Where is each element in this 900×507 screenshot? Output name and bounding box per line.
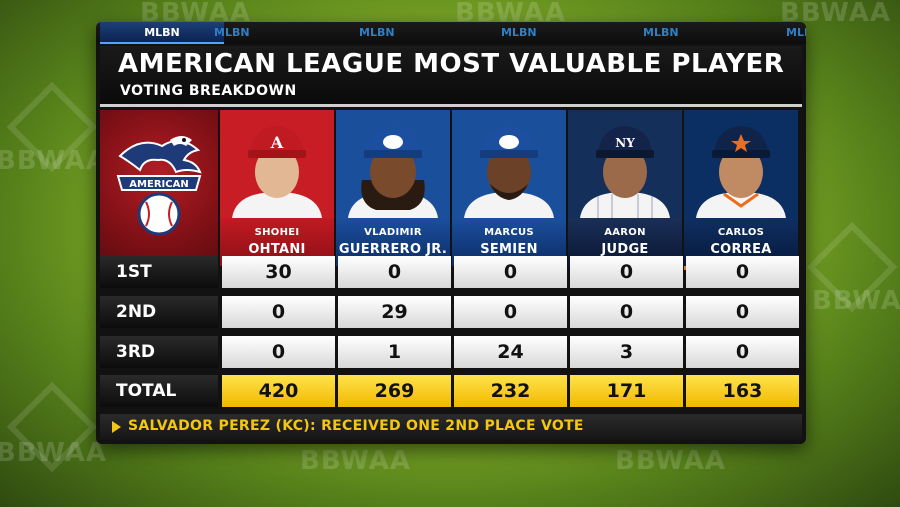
player-card-semien: MARCUS SEMIEN (452, 110, 566, 272)
play-arrow-icon (112, 421, 121, 433)
player-card-guerrero: VLADIMIR GUERRERO JR. (336, 110, 450, 272)
voting-breakdown-panel: MLBN MLBN MLBN MLBN MLBN MLBN AMERICAN L… (96, 22, 806, 444)
player-first-name: MARCUS (484, 227, 534, 238)
row-label-1st: 1ST (100, 256, 218, 288)
network-tab-active: MLBN (100, 22, 224, 44)
player-card-judge: NY AARON JUDGE (568, 110, 682, 272)
vote-cell: 0 (338, 256, 451, 288)
astros-star-icon (731, 134, 751, 152)
team-logo-letter: NY (615, 136, 635, 150)
total-cell: 420 (222, 375, 335, 407)
title-bar: AMERICAN LEAGUE MOST VALUABLE PLAYER VOT… (100, 46, 802, 104)
row-label-3rd: 3RD (100, 336, 218, 368)
blue-jays-logo-icon (499, 135, 519, 149)
bbwaa-watermark: BBWAA (812, 286, 900, 316)
vote-cell: 0 (454, 296, 567, 328)
baseball-icon (137, 192, 181, 236)
total-cell: 269 (338, 375, 451, 407)
player-last-name: GUERRERO JR. (338, 242, 448, 257)
total-cell: 232 (454, 375, 567, 407)
blue-jays-logo-icon (383, 135, 403, 149)
network-tab: MLBN (786, 26, 806, 39)
league-logo-text: AMERICAN (129, 179, 188, 190)
vote-cell: 29 (338, 296, 451, 328)
total-cell: 171 (570, 375, 683, 407)
vote-cell: 0 (222, 336, 335, 368)
network-tab: MLBN (359, 26, 395, 39)
player-card-correa: CARLOS CORREA (684, 110, 798, 272)
team-logo-letter: A (270, 133, 284, 152)
vote-cell: 0 (570, 296, 683, 328)
network-strip: MLBN MLBN MLBN MLBN MLBN MLBN (96, 22, 806, 44)
footnote-bar: SALVADOR PEREZ (KC): RECEIVED ONE 2ND PL… (100, 414, 802, 440)
page-subtitle: VOTING BREAKDOWN (120, 83, 297, 99)
player-photo: NY (568, 110, 682, 218)
bbwaa-watermark: BBWAA (300, 446, 411, 476)
network-tab: MLBN (214, 26, 250, 39)
player-last-name: SEMIEN (480, 242, 538, 257)
network-tab: MLBN (501, 26, 537, 39)
bbwaa-watermark: BBWAA (0, 438, 107, 468)
bbwaa-watermark: BBWAA (615, 446, 726, 476)
vote-cell: 24 (454, 336, 567, 368)
league-banner (116, 175, 202, 191)
row-label-2nd: 2ND (100, 296, 218, 328)
vote-cell: 0 (686, 256, 799, 288)
player-last-name: OHTANI (248, 242, 306, 257)
player-first-name: CARLOS (717, 227, 765, 238)
player-first-name: AARON (604, 227, 646, 238)
eagle-icon (118, 136, 202, 174)
vote-cell: 3 (570, 336, 683, 368)
page-title: AMERICAN LEAGUE MOST VALUABLE PLAYER (118, 49, 785, 79)
vote-cell: 0 (222, 296, 335, 328)
vote-cell: 0 (570, 256, 683, 288)
row-label-total: TOTAL (100, 375, 218, 407)
player-photo (336, 110, 450, 218)
vote-cell: 0 (686, 336, 799, 368)
vote-cell: 30 (222, 256, 335, 288)
player-photo (452, 110, 566, 218)
player-photo: A (220, 110, 334, 218)
bbwaa-watermark: BBWAA (0, 146, 107, 176)
network-tab: MLBN (643, 26, 679, 39)
title-divider (100, 104, 802, 107)
player-first-name: SHOHEI (254, 227, 300, 238)
footnote-text: SALVADOR PEREZ (KC): RECEIVED ONE 2ND PL… (128, 418, 584, 434)
player-first-name: VLADIMIR (364, 227, 422, 238)
vote-cell: 1 (338, 336, 451, 368)
vote-cell: 0 (454, 256, 567, 288)
player-photo (684, 110, 798, 218)
vote-cell: 0 (686, 296, 799, 328)
player-last-name: CORREA (710, 242, 772, 257)
player-last-name: JUDGE (601, 242, 649, 257)
american-league-logo: AMERICAN (100, 110, 218, 272)
total-cell: 163 (686, 375, 799, 407)
player-card-ohtani: A SHOHEI OHTANI (220, 110, 334, 272)
